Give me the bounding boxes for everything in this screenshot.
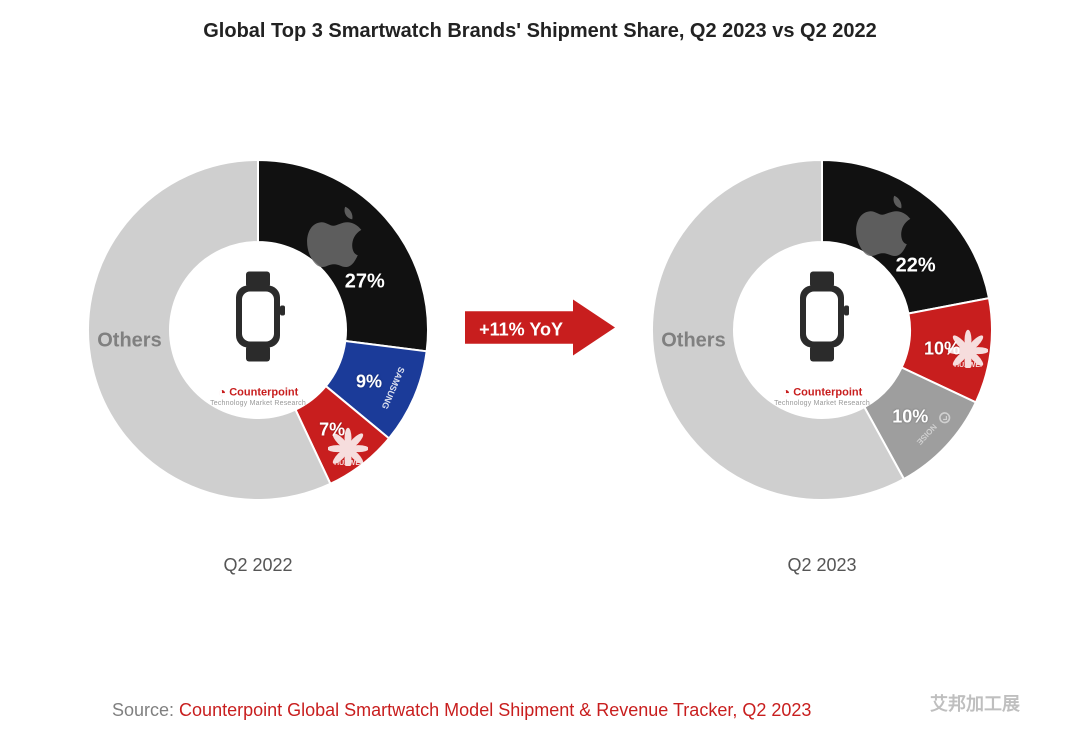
apple-icon bbox=[306, 204, 376, 274]
counterpoint-sub: Technology Market Research bbox=[188, 400, 328, 407]
smartwatch-icon bbox=[228, 272, 288, 362]
watermark: 艾邦加工展 bbox=[930, 690, 1020, 716]
counterpoint-logo: ◔ Counterpoint Technology Market Researc… bbox=[752, 385, 892, 407]
huawei-icon: HUAWEI bbox=[328, 426, 368, 466]
smartwatch-icon bbox=[792, 272, 852, 362]
source-line: Source: Counterpoint Global Smartwatch M… bbox=[112, 700, 811, 721]
source-text: Counterpoint Global Smartwatch Model Shi… bbox=[179, 700, 811, 720]
period-label-right: Q2 2023 bbox=[787, 555, 856, 576]
apple-icon bbox=[855, 193, 925, 263]
pct-label-samsung: 9% bbox=[356, 372, 382, 393]
others-label-right: Others bbox=[661, 330, 725, 353]
huawei-icon: HUAWEI bbox=[948, 328, 988, 368]
svg-text:HUAWEI: HUAWEI bbox=[954, 363, 982, 369]
counterpoint-sub: Technology Market Research bbox=[752, 400, 892, 407]
chart-title: Global Top 3 Smartwatch Brands' Shipment… bbox=[0, 20, 1080, 43]
period-label-left: Q2 2022 bbox=[223, 555, 292, 576]
yoy-label: +11% YoY bbox=[479, 320, 563, 341]
counterpoint-name: Counterpoint bbox=[229, 386, 298, 398]
others-label-left: Others bbox=[97, 330, 161, 353]
svg-text:HUAWEI: HUAWEI bbox=[334, 460, 362, 466]
source-prefix: Source: bbox=[112, 700, 179, 720]
counterpoint-logo: ◔ Counterpoint Technology Market Researc… bbox=[188, 385, 328, 407]
counterpoint-name: Counterpoint bbox=[793, 386, 862, 398]
